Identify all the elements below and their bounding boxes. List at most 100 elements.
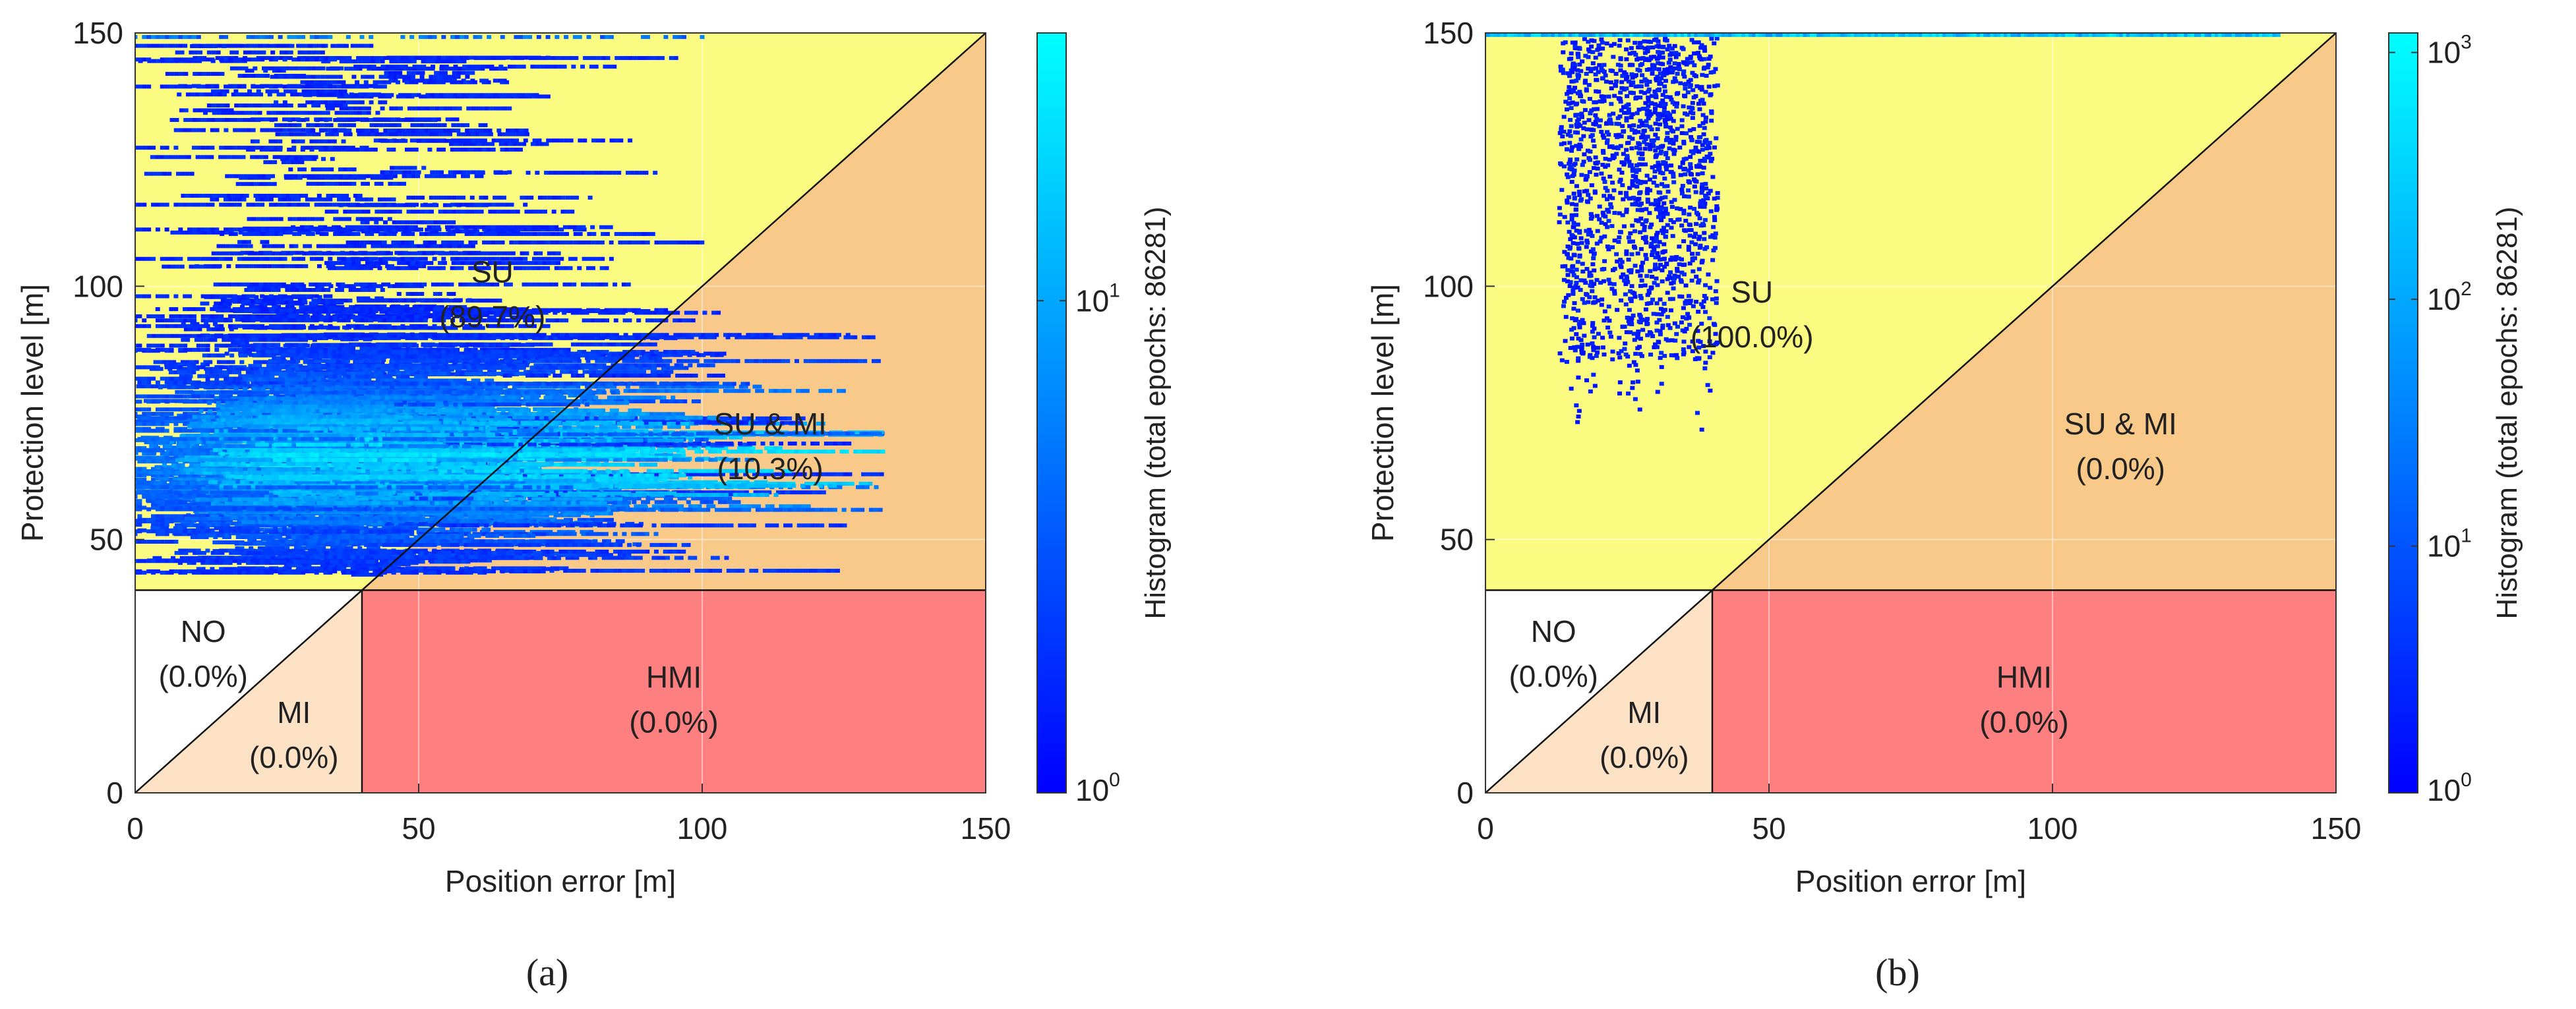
heatmap-cell — [577, 517, 582, 522]
heatmap-cell — [224, 374, 229, 378]
heatmap-cell — [647, 342, 653, 347]
heatmap-cell — [225, 424, 231, 428]
heatmap-cell — [183, 374, 189, 378]
heatmap-cell — [723, 435, 728, 440]
heatmap-cell — [440, 80, 446, 84]
heatmap-cell — [191, 519, 196, 523]
heatmap-cell — [481, 80, 487, 84]
heatmap-cell — [310, 100, 315, 105]
heatmap-cell — [620, 342, 626, 347]
heatmap-cell — [382, 566, 388, 571]
heatmap-cell — [687, 446, 692, 451]
heatmap-cell — [618, 308, 623, 312]
heatmap-cell — [375, 546, 380, 550]
heatmap-cell — [633, 490, 638, 494]
heatmap-cell — [532, 566, 537, 571]
heatmap-cell — [639, 342, 644, 347]
heatmap-cell — [164, 519, 169, 523]
heatmap-cell — [451, 220, 456, 225]
heatmap-cell — [206, 230, 212, 235]
heatmap-cell — [539, 342, 544, 347]
heatmap-cell — [253, 364, 258, 368]
heatmap-cell — [493, 78, 498, 83]
heatmap-cell — [379, 310, 384, 314]
heatmap-cell — [409, 80, 414, 84]
heatmap-cell — [392, 220, 397, 225]
heatmap-cell — [353, 304, 358, 309]
heatmap-cell — [659, 446, 665, 451]
heatmap-cell — [459, 308, 464, 312]
heatmap-cell — [647, 366, 653, 370]
heatmap-cell — [235, 521, 240, 526]
heatmap-cell — [405, 566, 410, 571]
heatmap-cell — [369, 56, 374, 61]
heatmap-cell — [202, 230, 207, 235]
heatmap-cell — [142, 519, 147, 523]
heatmap-cell — [256, 217, 261, 221]
heatmap-cell — [423, 80, 428, 84]
heatmap-cell — [675, 310, 680, 315]
heatmap-cell — [228, 403, 233, 408]
heatmap-cell — [545, 308, 551, 312]
heatmap-cell — [339, 66, 344, 71]
heatmap-cell — [398, 203, 403, 208]
heatmap-cell — [298, 66, 303, 71]
heatmap-cell — [496, 566, 501, 571]
heatmap-cell — [421, 165, 427, 170]
heatmap-cell — [666, 310, 671, 315]
heatmap-cell — [397, 181, 402, 186]
heatmap-cell — [431, 80, 436, 84]
heatmap-cell — [652, 342, 657, 347]
heatmap-cell — [346, 100, 351, 105]
heatmap-cell — [318, 336, 324, 341]
heatmap-cell — [600, 309, 605, 314]
heatmap-cell — [315, 181, 320, 186]
heatmap-cell — [348, 546, 353, 550]
heatmap-cell — [229, 66, 235, 71]
heatmap-cell — [383, 56, 388, 61]
heatmap-cell — [215, 56, 220, 61]
heatmap-cell — [197, 374, 202, 378]
heatmap-cell — [392, 181, 398, 186]
heatmap-cell — [394, 165, 399, 170]
heatmap-cell — [327, 80, 332, 84]
heatmap-cell — [224, 519, 229, 523]
heatmap-cell — [328, 181, 334, 186]
heatmap-cell — [319, 217, 324, 221]
heatmap-cell — [248, 364, 253, 368]
heatmap-cell — [632, 56, 638, 61]
heatmap-cell — [502, 313, 508, 318]
heatmap-cell — [516, 313, 522, 318]
heatmap-cell — [365, 217, 370, 221]
heatmap-cell — [328, 100, 333, 105]
heatmap-cell — [679, 366, 684, 370]
heatmap-cell — [220, 374, 225, 378]
heatmap-cell — [386, 80, 392, 84]
heatmap-cell — [541, 308, 546, 312]
heatmap-cell — [316, 546, 322, 550]
heatmap-cell — [636, 308, 641, 312]
heatmap-cell — [444, 326, 449, 330]
heatmap-cell — [249, 546, 254, 550]
heatmap-cell — [154, 465, 160, 469]
region-hmi-a — [362, 590, 986, 793]
heatmap-cell — [454, 308, 460, 312]
heatmap-cell — [651, 446, 656, 451]
heatmap-cell — [280, 66, 285, 71]
heatmap-cell — [693, 310, 698, 315]
heatmap-cell — [427, 80, 433, 84]
heatmap-cell — [360, 217, 365, 221]
heatmap-cell — [307, 66, 312, 71]
heatmap-cell — [337, 100, 342, 105]
heatmap-cell — [493, 313, 498, 318]
heatmap-cell — [558, 308, 564, 312]
heatmap-cell — [414, 566, 419, 571]
heatmap-cell — [342, 217, 347, 221]
heatmap-cell — [595, 308, 600, 312]
heatmap-cell — [692, 446, 697, 451]
heatmap-cell — [365, 220, 370, 225]
heatmap-cell — [387, 336, 392, 341]
heatmap-cell — [420, 78, 425, 83]
heatmap-cell — [311, 181, 316, 186]
